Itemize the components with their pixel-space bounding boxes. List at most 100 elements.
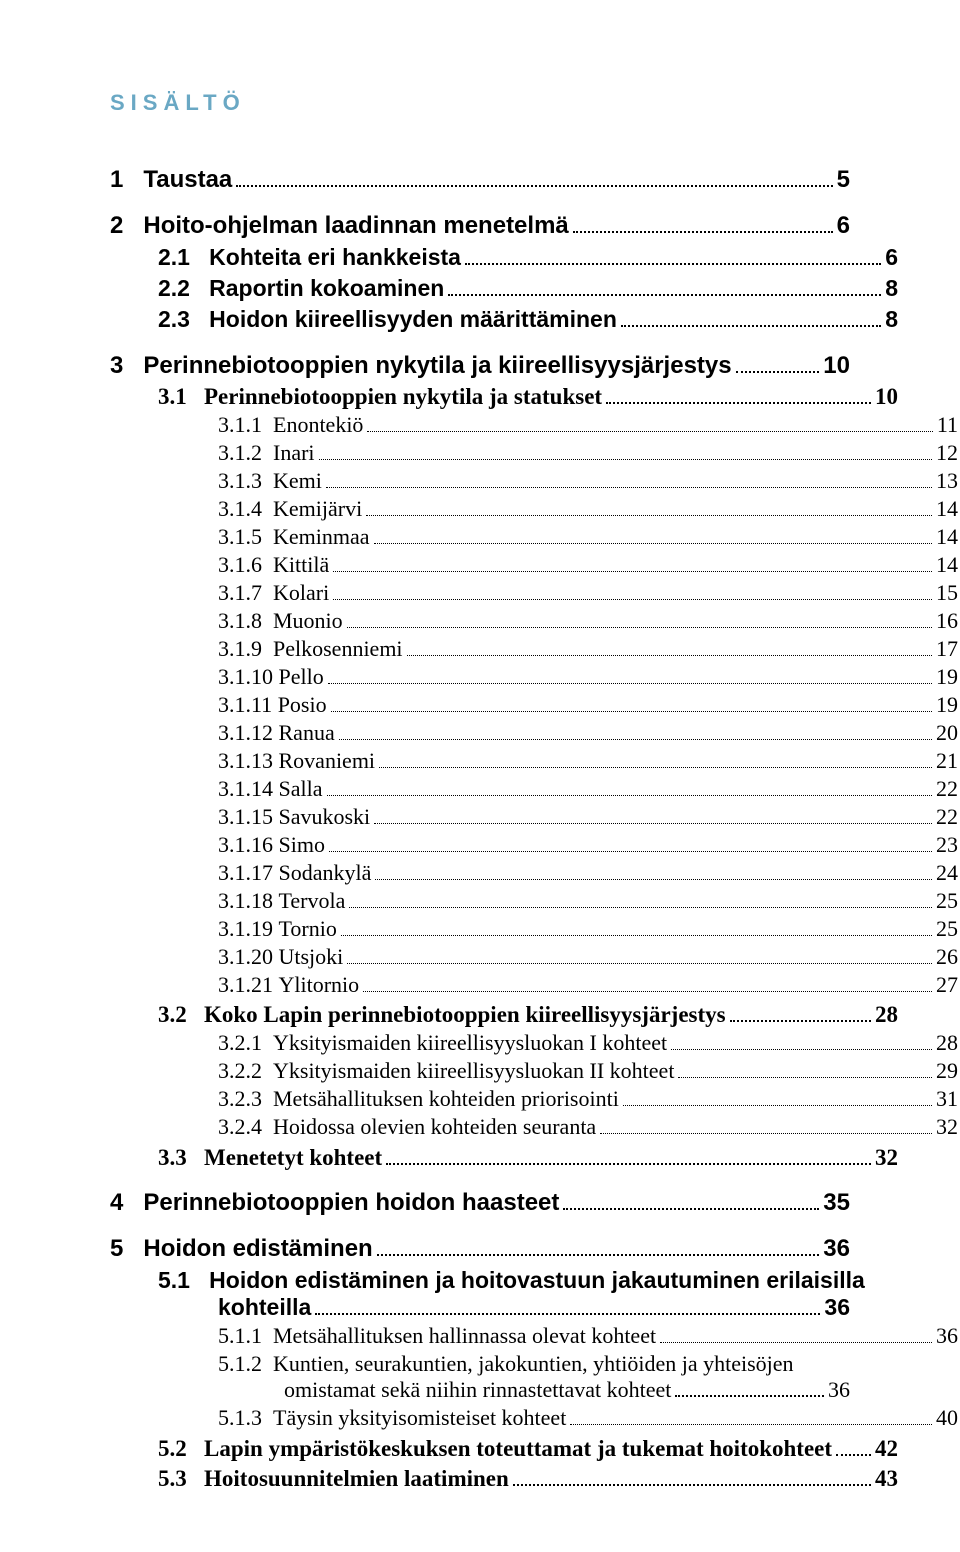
toc-entry-page: 14 [936,496,958,522]
toc-entry-page: 6 [837,212,850,240]
toc-entry: 3.1.7 Kolari 15 [110,580,958,606]
toc-entry-number: 5.3 [158,1466,204,1492]
toc-leader [366,497,932,516]
toc-entry-label: Keminmaa [273,524,370,550]
toc-entry-number: 3.1.14 [218,776,279,802]
toc-entry-page: 17 [936,636,958,662]
toc-entry-page: 22 [936,776,958,802]
toc-entry-number: 3 [110,352,143,380]
toc-entry-number: 3.1.15 [218,804,279,830]
toc-entry: 3.2.3 Metsähallituksen kohteiden prioris… [110,1086,958,1112]
toc-entry: 3.1.18 Tervola25 [110,888,958,914]
toc-entry-number: 3.1.16 [218,832,279,858]
toc-entry-label: Hoidon edistäminen [143,1235,372,1263]
toc-entry: 5.1.1 Metsähallituksen hallinnassa oleva… [110,1323,958,1349]
toc-entry-label: Tervola [279,888,346,914]
toc-leader [407,637,932,656]
toc-entry: 3.2 Koko Lapin perinnebiotooppien kiiree… [110,1002,898,1028]
toc-entry-page: 31 [936,1086,958,1112]
toc-entry-page: 28 [936,1030,958,1056]
toc-entry-number: 3.1.13 [218,748,279,774]
toc-entry-number: 3.1.20 [218,944,279,970]
toc-entry-page: 36 [824,1294,850,1321]
toc-entry-number: 3.1.19 [218,916,279,942]
toc-entry-number: 3.2.4 [218,1114,273,1140]
toc-entry-page: 21 [936,748,958,774]
toc-leader [349,889,932,908]
toc-entry-label: Taustaa [143,166,232,194]
toc-entry-label: Hoidon kiireellisyyden määrittäminen [209,306,617,333]
toc-entry-number: 3.1.9 [218,636,273,662]
toc-entry-label: Kolari [273,580,329,606]
toc-entry-label: Pello [279,664,324,690]
toc-entry-page: 42 [875,1436,898,1462]
toc-entry-page: 43 [875,1466,898,1492]
toc-entry-page: 36 [823,1235,850,1263]
toc-entry-number: 1 [110,166,143,194]
toc-entry-label: kohteilla [218,1294,311,1321]
toc-leader [563,1189,819,1210]
toc-entry-number: 3.1.18 [218,888,279,914]
toc-entry: 3.1.19 Tornio25 [110,916,958,942]
toc-leader [341,917,932,936]
toc-body: 1 Taustaa52 Hoito-ohjelman laadinnan men… [110,166,850,1492]
toc-entry-number: 2.3 [158,306,209,333]
toc-leader [333,553,932,572]
toc-leader [331,693,932,712]
toc-entry-page: 36 [828,1377,850,1403]
toc-leader [513,1466,871,1486]
toc-entry-label: Menetetyt kohteet [204,1145,382,1171]
toc-entry-page: 29 [936,1058,958,1084]
toc-leader [329,833,932,852]
toc-entry-page: 27 [936,972,958,998]
toc-entry-page: 26 [936,944,958,970]
toc-leader [367,413,932,432]
toc-entry-number: 2.1 [158,244,209,271]
toc-entry-label: Yksityismaiden kiireellisyysluokan I koh… [273,1030,667,1056]
toc-entry-number: 3.1 [158,384,204,410]
toc-entry-label: Hoito-ohjelman laadinnan menetelmä [143,212,568,240]
toc-entry: 3.1.9 Pelkosenniemi17 [110,636,958,662]
toc-heading: SISÄLTÖ [110,90,850,116]
toc-entry-label: Inari [273,440,315,466]
toc-entry: 3.2.2 Yksityismaiden kiireellisyysluokan… [110,1058,958,1084]
toc-entry: 3.2.1 Yksityismaiden kiireellisyysluokan… [110,1030,958,1056]
toc-entry: 2 Hoito-ohjelman laadinnan menetelmä6 [110,212,850,240]
toc-leader [621,307,881,327]
toc-leader [623,1088,932,1107]
toc-leader [326,469,932,488]
toc-entry-page: 40 [936,1405,958,1431]
toc-entry-page: 36 [936,1323,958,1349]
toc-entry-number: 3.2.2 [218,1058,273,1084]
toc-entry-page: 24 [936,860,958,886]
toc-leader [236,166,832,187]
toc-leader [347,945,932,964]
toc-entry: 3 Perinnebiotooppien nykytila ja kiireel… [110,351,850,379]
toc-entry-number: 5.1.1 [218,1323,273,1349]
toc-entry-number: 3.3 [158,1145,204,1171]
toc-entry: 1 Taustaa5 [110,166,850,194]
toc-leader [386,1144,871,1164]
toc-entry-label: Tornio [279,916,337,942]
toc-entry: 3.1.2 Inari12 [110,440,958,466]
toc-leader [375,861,932,880]
toc-leader [315,1294,820,1314]
toc-entry-page: 22 [936,804,958,830]
toc-entry: 3.1.1 Enontekiö11 [110,412,958,438]
toc-leader [660,1325,932,1344]
toc-entry-number: 5.1.2 [218,1351,273,1377]
toc-entry-label: Simo [279,832,325,858]
toc-entry-label: Metsähallituksen kohteiden priorisointi [273,1086,619,1112]
toc-entry-number: 5.2 [158,1436,204,1462]
toc-entry-page: 15 [936,580,958,606]
toc-leader [570,1407,932,1426]
toc-entry-label: Kittilä [273,552,329,578]
toc-entry-number: 3.1.6 [218,552,273,578]
toc-entry-number: 5.1.3 [218,1405,273,1431]
toc-entry-page: 14 [936,524,958,550]
toc-entry-number: 3.1.7 [218,580,273,606]
toc-entry-label: omistamat sekä niihin rinnastettavat koh… [284,1377,671,1403]
toc-entry-label: Kuntien, seurakuntien, jakokuntien, yhti… [273,1351,794,1377]
toc-entry-label: Sodankylä [279,860,372,886]
toc-entry-label: Rovaniemi [279,748,376,774]
